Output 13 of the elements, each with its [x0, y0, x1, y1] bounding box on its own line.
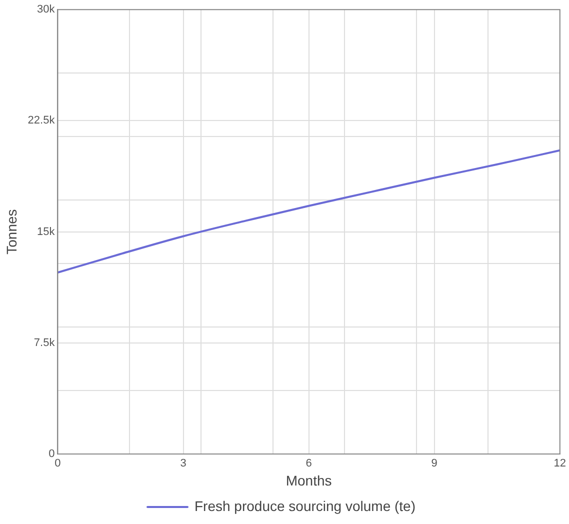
- x-tick-label: 6: [306, 458, 312, 470]
- x-tick-label: 3: [180, 458, 186, 470]
- legend-label: Fresh produce sourcing volume (te): [194, 498, 416, 514]
- y-tick-label: 7.5k: [34, 336, 56, 349]
- line-series: [58, 149, 560, 274]
- x-tick-label: 9: [431, 458, 438, 470]
- y-tick-label: 30k: [36, 4, 56, 16]
- y-tick-label: 15k: [36, 226, 56, 238]
- y-tick-label: 22.5k: [28, 114, 56, 127]
- x-axis-title: Months: [286, 472, 332, 488]
- y-axis-title: Tonnes: [3, 209, 20, 254]
- y-tick-label: 0: [48, 448, 55, 460]
- x-tick-label: 12: [554, 458, 566, 470]
